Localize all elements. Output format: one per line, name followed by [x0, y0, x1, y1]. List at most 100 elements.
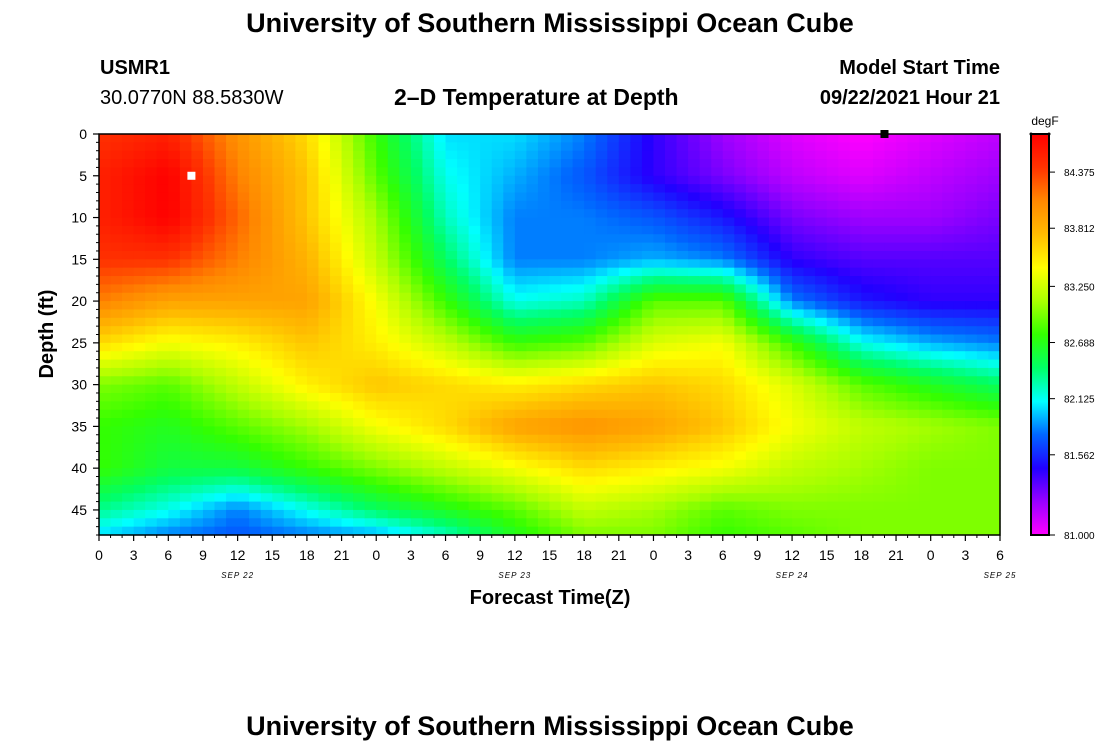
- heatmap-cell: [665, 409, 678, 419]
- heatmap-cell: [110, 276, 123, 285]
- heatmap-cell: [734, 484, 747, 494]
- heatmap-cell: [341, 301, 354, 311]
- heatmap-cell: [249, 317, 262, 327]
- heatmap-cell: [561, 242, 574, 252]
- heatmap-cell: [676, 451, 689, 461]
- heatmap-cell: [942, 142, 955, 152]
- heatmap-cell: [849, 301, 862, 311]
- heatmap-cell: [942, 401, 955, 411]
- heatmap-cell: [202, 334, 216, 344]
- heatmap-cell: [618, 292, 631, 302]
- heatmap-cell: [849, 326, 862, 336]
- heatmap-cell: [734, 526, 747, 536]
- heatmap-cell: [480, 392, 493, 402]
- heatmap-cell: [780, 200, 793, 210]
- heatmap-cell: [699, 217, 712, 227]
- heatmap-cell: [237, 451, 250, 461]
- heatmap-cell: [930, 259, 943, 269]
- heatmap-cell: [503, 234, 516, 244]
- heatmap-cell: [468, 426, 481, 436]
- heatmap-cell: [665, 351, 678, 361]
- heatmap-cell: [214, 267, 227, 277]
- heatmap-cell: [295, 217, 308, 227]
- heatmap-cell: [965, 309, 978, 319]
- heatmap-cell: [815, 200, 828, 210]
- heatmap-cell: [838, 401, 851, 411]
- heatmap-cell: [884, 276, 897, 285]
- heatmap-cell: [468, 150, 481, 160]
- heatmap-cell: [133, 284, 146, 294]
- heatmap-cell: [110, 317, 123, 327]
- heatmap-cell: [99, 175, 112, 185]
- colorbar-corner-dot: [1047, 132, 1051, 136]
- heatmap-cell: [907, 259, 920, 269]
- heatmap-cell: [457, 217, 470, 227]
- heatmap-cell: [295, 401, 308, 411]
- colorbar-tick-label: 83.812: [1064, 224, 1095, 235]
- heatmap-cell: [907, 384, 920, 394]
- heatmap-cell: [826, 376, 839, 386]
- heatmap-cell: [156, 309, 169, 319]
- heatmap-cell: [630, 443, 643, 453]
- heatmap-cell: [272, 526, 285, 536]
- heatmap-cell: [480, 484, 493, 494]
- heatmap-cell: [376, 376, 389, 386]
- heatmap-cell: [768, 493, 782, 503]
- heatmap-cell: [803, 409, 816, 419]
- heatmap-cell: [861, 234, 874, 244]
- heatmap-cell: [318, 309, 331, 319]
- heatmap-cell: [410, 309, 424, 319]
- heatmap-cell: [503, 468, 516, 478]
- heatmap-cell: [711, 217, 724, 227]
- heatmap-cell: [792, 434, 805, 444]
- heatmap-cell: [272, 142, 285, 152]
- heatmap-cell: [110, 451, 123, 461]
- heatmap-cell: [214, 484, 227, 494]
- heatmap-cell: [757, 468, 770, 478]
- heatmap-cell: [318, 459, 331, 469]
- heatmap-cell: [110, 468, 123, 478]
- heatmap-cell: [514, 418, 527, 427]
- heatmap-cell: [283, 484, 296, 494]
- heatmap-cell: [480, 367, 493, 377]
- heatmap-cell: [191, 518, 204, 528]
- heatmap-cell: [272, 434, 285, 444]
- heatmap-cell: [260, 509, 273, 519]
- heatmap-cell: [168, 418, 181, 427]
- heatmap-cell: [433, 250, 447, 260]
- heatmap-cell: [341, 292, 354, 302]
- heatmap-cell: [745, 518, 759, 528]
- heatmap-cell: [480, 443, 493, 453]
- heatmap-cell: [942, 200, 955, 210]
- heatmap-cell: [168, 159, 181, 169]
- heatmap-cell: [595, 142, 608, 152]
- heatmap-cell: [191, 167, 204, 177]
- heatmap-cell: [976, 418, 990, 427]
- heatmap-cell: [364, 459, 377, 469]
- heatmap-cell: [838, 167, 851, 177]
- heatmap-cell: [445, 167, 458, 177]
- heatmap-cell: [584, 159, 597, 169]
- heatmap-cell: [318, 367, 331, 377]
- heatmap-cell: [849, 509, 862, 519]
- heatmap-cell: [942, 334, 955, 344]
- heatmap-cell: [722, 142, 735, 152]
- heatmap-cell: [99, 468, 112, 478]
- heatmap-cell: [607, 384, 620, 394]
- heatmap-cell: [191, 175, 204, 185]
- heatmap-cell: [757, 134, 770, 143]
- heatmap-cell: [768, 367, 782, 377]
- heatmap-cell: [745, 284, 759, 294]
- heatmap-cell: [872, 217, 886, 227]
- heatmap-cell: [480, 434, 493, 444]
- heatmap-cell: [976, 184, 990, 194]
- heatmap-cell: [595, 225, 608, 235]
- heatmap-cell: [584, 392, 597, 402]
- heatmap-cell: [768, 192, 782, 202]
- heatmap-cell: [503, 301, 516, 311]
- heatmap-cell: [630, 150, 643, 160]
- heatmap-cell: [607, 409, 620, 419]
- heatmap-cell: [491, 426, 504, 436]
- heatmap-cell: [133, 276, 146, 285]
- heatmap-cell: [688, 384, 701, 394]
